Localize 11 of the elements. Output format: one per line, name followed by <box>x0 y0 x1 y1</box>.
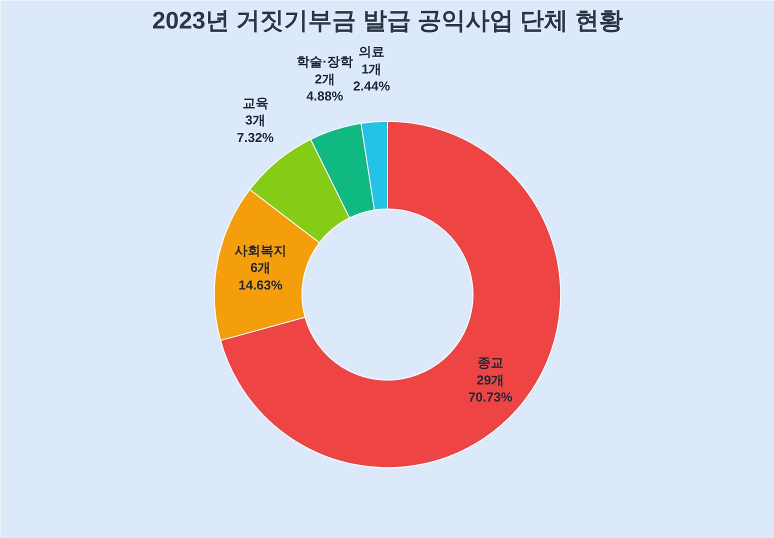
slice-label: 종교 <box>477 355 504 370</box>
slice-label: 의료 <box>358 44 385 60</box>
chart-title: 2023년 거짓기부금 발급 공익사업 단체 현황 <box>152 8 623 34</box>
slice-label: 학술·장학 <box>296 54 353 70</box>
data-label: 1개 2.44% <box>353 61 390 94</box>
data-label: 2개 4.88% <box>306 71 344 104</box>
slice-label: 교육 <box>242 95 268 110</box>
data-label: 29개 70.73% <box>468 372 513 405</box>
slice-label: 사회복지 <box>234 242 287 258</box>
data-label: 3개 7.32% <box>236 112 274 145</box>
data-label: 6개 14.63% <box>238 260 284 292</box>
